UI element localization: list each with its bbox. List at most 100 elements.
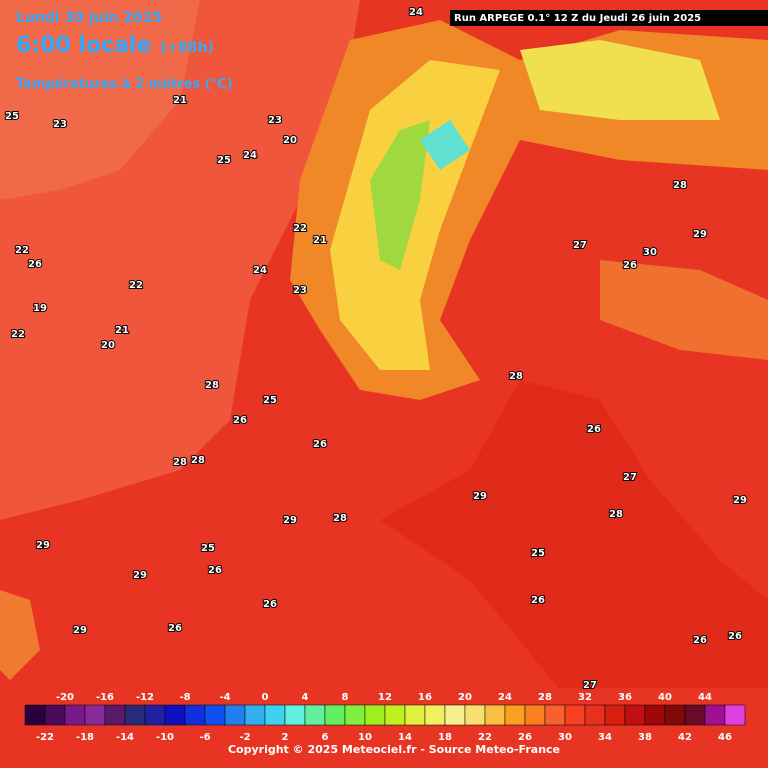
region-yellow-east <box>520 40 720 120</box>
temperature-label: 29 <box>133 570 147 581</box>
legend-swatch <box>124 704 146 726</box>
temperature-label: 26 <box>208 565 222 576</box>
legend-swatch <box>184 704 206 726</box>
temperature-label: 28 <box>173 457 187 468</box>
temperature-label: 28 <box>205 380 219 391</box>
temperature-label: 26 <box>233 415 247 426</box>
legend-label: -18 <box>76 732 94 743</box>
temperature-label: 29 <box>733 495 747 506</box>
temperature-label: 29 <box>693 229 707 240</box>
legend-label: 6 <box>322 732 329 743</box>
temperature-label: 26 <box>313 439 327 450</box>
legend-label: 0 <box>262 692 269 703</box>
temperature-label: 25 <box>531 548 545 559</box>
temperature-label: 22 <box>11 329 25 340</box>
temperature-label: 29 <box>283 515 297 526</box>
legend-label: 22 <box>478 732 492 743</box>
temperature-label: 23 <box>268 115 282 126</box>
legend-swatch <box>44 704 66 726</box>
temperature-label: 19 <box>33 303 47 314</box>
lead-time: (+88h) <box>160 40 214 56</box>
legend-label: 34 <box>598 732 612 743</box>
temperature-label: 27 <box>583 680 597 691</box>
legend-label: -8 <box>179 692 190 703</box>
temperature-label: 21 <box>115 325 129 336</box>
legend-swatch <box>644 704 666 726</box>
legend-swatch <box>404 704 426 726</box>
legend-bg <box>0 688 768 768</box>
legend-label: 10 <box>358 732 372 743</box>
legend-swatch <box>64 704 86 726</box>
temperature-label: 26 <box>728 631 742 642</box>
temperature-label: 26 <box>168 623 182 634</box>
temperature-label: 22 <box>129 280 143 291</box>
temperature-label: 23 <box>293 285 307 296</box>
legend-swatch <box>164 704 186 726</box>
temperature-label: 28 <box>609 509 623 520</box>
temperature-label: 29 <box>73 625 87 636</box>
temperature-label: 28 <box>673 180 687 191</box>
legend-label: 18 <box>438 732 452 743</box>
legend-swatch <box>344 704 366 726</box>
legend-swatch <box>84 704 106 726</box>
temperature-label: 21 <box>173 95 187 106</box>
legend-label: 38 <box>638 732 652 743</box>
copyright: Copyright © 2025 Meteociel.fr - Source M… <box>228 743 560 756</box>
region-mild <box>0 0 200 200</box>
legend-label: 20 <box>458 692 472 703</box>
temperature-label: 27 <box>573 240 587 251</box>
region-cyan <box>420 120 470 170</box>
legend-label: 14 <box>398 732 412 743</box>
legend-swatch <box>244 704 266 726</box>
temperature-label: 24 <box>253 265 267 276</box>
temperature-label: 24 <box>409 7 423 18</box>
field-name: Températures à 2 mètres (°C) <box>16 77 233 92</box>
temperature-label: 28 <box>509 371 523 382</box>
legend-swatch <box>524 704 546 726</box>
temperature-label: 25 <box>5 111 19 122</box>
temperature-label: 20 <box>283 135 297 146</box>
temperature-label: 26 <box>693 635 707 646</box>
legend-swatch <box>484 704 506 726</box>
run-banner <box>450 10 768 26</box>
legend-swatch <box>264 704 286 726</box>
temperature-label: 26 <box>623 260 637 271</box>
legend-label: -14 <box>116 732 134 743</box>
legend-label: -4 <box>219 692 230 703</box>
legend-label: 36 <box>618 692 632 703</box>
temperature-label: 22 <box>293 223 307 234</box>
legend-label: 44 <box>698 692 712 703</box>
legend-label: 26 <box>518 732 532 743</box>
legend-label: 4 <box>302 692 309 703</box>
temperature-label: 24 <box>243 150 257 161</box>
legend-label: -6 <box>199 732 210 743</box>
legend-swatch <box>204 704 226 726</box>
temperature-label: 26 <box>531 595 545 606</box>
legend-swatch <box>384 704 406 726</box>
legend-swatch <box>504 704 526 726</box>
legend-swatch <box>444 704 466 726</box>
legend-swatch <box>704 704 726 726</box>
temperature-label: 28 <box>333 513 347 524</box>
temperature-label: 26 <box>28 259 42 270</box>
legend-swatch <box>544 704 566 726</box>
legend-label: 46 <box>718 732 732 743</box>
temperature-label: 20 <box>101 340 115 351</box>
legend-swatch <box>104 704 126 726</box>
legend-swatch <box>304 704 326 726</box>
temperature-label: 25 <box>201 543 215 554</box>
legend-label: 2 <box>282 732 289 743</box>
legend-label: 28 <box>538 692 552 703</box>
legend-swatch <box>684 704 706 726</box>
legend-swatch <box>464 704 486 726</box>
legend-swatch <box>224 704 246 726</box>
temperature-label: 28 <box>191 455 205 466</box>
legend-swatch <box>584 704 606 726</box>
region-apennine <box>600 260 768 360</box>
legend-label: -12 <box>136 692 154 703</box>
legend-label: -22 <box>36 732 54 743</box>
temperature-label: 29 <box>473 491 487 502</box>
legend-swatch <box>144 704 166 726</box>
temperature-label: 23 <box>53 119 67 130</box>
